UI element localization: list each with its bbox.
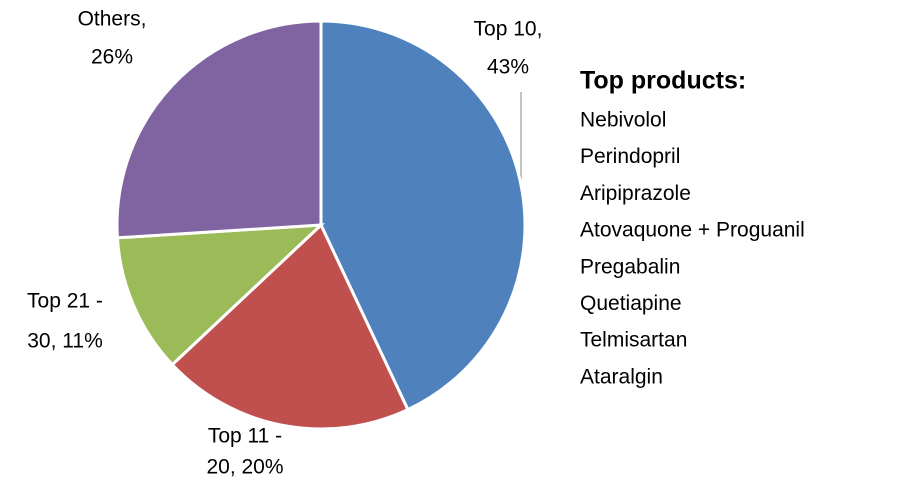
slice-label: Others, [78, 8, 147, 31]
slice-label: Top 21 - [27, 290, 103, 313]
pie-slice [115, 223, 326, 367]
product-item: Nebivolol [580, 109, 666, 132]
slice-label: Top 10, [474, 18, 543, 41]
product-item: Atovaquone + Proguanil [580, 219, 805, 242]
slice-label: 26% [91, 46, 133, 69]
slice-label: Top 11 - [208, 425, 282, 448]
pie-slice [319, 19, 527, 412]
product-item: Perindopril [580, 145, 680, 168]
product-item: Telmisartan [580, 329, 687, 352]
pie-slice [170, 222, 410, 431]
product-item: Aripiprazole [580, 182, 691, 205]
slice-label: 30, 11% [27, 330, 103, 353]
product-item: Quetiapine [580, 292, 682, 315]
product-item: Ataralgin [580, 365, 663, 388]
slice-label: 20, 20% [206, 456, 283, 479]
pie-slice [115, 19, 323, 240]
annotation-title: Top products: [580, 67, 746, 95]
product-item: Pregabalin [580, 255, 680, 278]
slice-label: 43% [487, 56, 529, 79]
